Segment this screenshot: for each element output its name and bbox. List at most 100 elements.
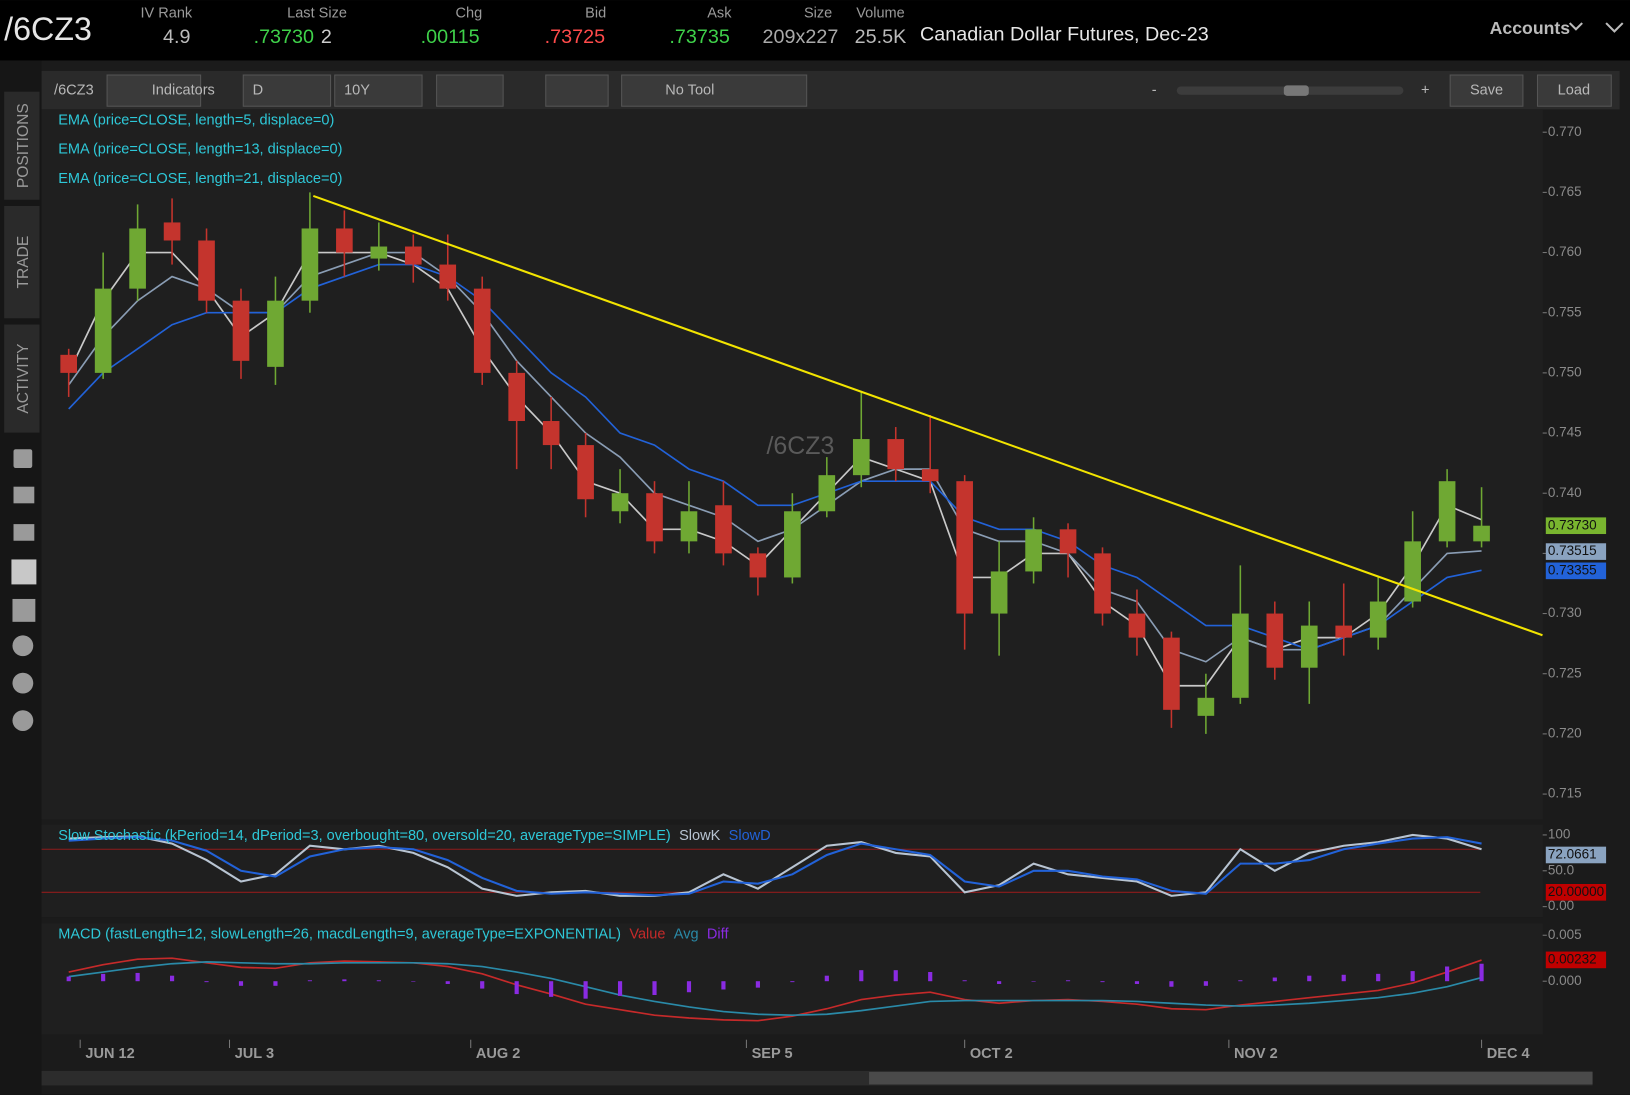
- x-tick-label: DEC 4: [1487, 1046, 1531, 1062]
- candle-body: [1301, 626, 1318, 668]
- candle-body: [474, 289, 491, 373]
- y-tick-label: 0.765: [1548, 184, 1582, 199]
- diff-bar: [446, 981, 450, 984]
- y-tick-label: 0.755: [1548, 304, 1582, 319]
- diff-bar: [136, 973, 140, 981]
- candle-body: [60, 355, 77, 373]
- diff-bar: [997, 981, 1001, 984]
- y-tick-label: 0.730: [1548, 605, 1582, 620]
- y-tick-label: 0.760: [1548, 244, 1582, 259]
- icon[interactable]: [12, 635, 33, 656]
- diff-bar: [859, 970, 863, 981]
- diff-bar: [1411, 971, 1415, 981]
- zoom-handle[interactable]: [1284, 85, 1309, 95]
- diff-bar: [1066, 980, 1070, 981]
- candle-body: [1266, 614, 1283, 668]
- button-label: Save: [1470, 82, 1503, 98]
- field-value: .73730: [254, 26, 314, 48]
- marker-label: 0.73730: [1548, 517, 1597, 532]
- field-value: 25.5K: [855, 26, 907, 48]
- scroll-thumb[interactable]: [869, 1072, 1593, 1084]
- diff-bar: [308, 980, 312, 981]
- field-label: IV Rank: [140, 6, 192, 22]
- candle-body: [267, 301, 284, 367]
- diff-bar: [1445, 966, 1449, 981]
- diff-bar: [549, 981, 553, 997]
- diff-bar: [1273, 978, 1277, 982]
- legend-entry: Avg: [674, 927, 699, 943]
- candle-body: [1473, 526, 1490, 542]
- candle-body: [1060, 529, 1077, 553]
- zoom-out[interactable]: -: [1152, 82, 1157, 98]
- y-tick-label: 0.770: [1548, 124, 1582, 139]
- x-tick-label: JUL 3: [235, 1046, 274, 1062]
- select-label: No Tool: [665, 82, 714, 98]
- icon[interactable]: [12, 673, 33, 694]
- candle-body: [233, 301, 250, 361]
- diff-bar: [825, 976, 829, 982]
- diff-bar: [411, 981, 415, 982]
- candle-body: [715, 505, 732, 553]
- icon[interactable]: [12, 599, 35, 622]
- diff-bar: [618, 981, 622, 996]
- candle-body: [508, 373, 525, 421]
- diff-bar: [1376, 974, 1380, 981]
- diff-bar: [67, 977, 71, 982]
- marker-label: 0.73355: [1548, 562, 1597, 577]
- candle-body: [439, 265, 456, 289]
- field-value: 4.9: [163, 26, 190, 48]
- toolbar-symbol: /6CZ3: [54, 82, 94, 98]
- diff-bar: [273, 981, 277, 986]
- y-tick-label: 0.005: [1548, 927, 1582, 942]
- icon[interactable]: [14, 449, 33, 468]
- y-tick-label: 0.720: [1548, 725, 1582, 740]
- watermark: /6CZ3: [766, 432, 834, 460]
- legend-entry: EMA (price=CLOSE, length=5, displace=0): [58, 113, 334, 129]
- accounts-menu[interactable]: Accounts: [1490, 18, 1571, 38]
- candle-body: [1232, 614, 1249, 698]
- candle-body: [1404, 541, 1421, 601]
- y-tick-label: 0.740: [1548, 485, 1582, 500]
- tab-label: ACTIVITY: [15, 343, 32, 414]
- candle-body: [991, 571, 1008, 613]
- y-tick-label: 0.750: [1548, 364, 1582, 379]
- diff-bar: [721, 981, 725, 989]
- field-label: Ask: [707, 6, 732, 22]
- icon[interactable]: [14, 487, 35, 504]
- candle-body: [853, 439, 870, 475]
- diff-bar: [1032, 981, 1036, 982]
- y-tick-label: 50.0: [1548, 862, 1574, 877]
- field-value: 209x227: [763, 26, 839, 48]
- candle-body: [1163, 638, 1180, 710]
- diff-bar: [756, 981, 760, 987]
- candle-body: [1439, 481, 1456, 541]
- icon[interactable]: [11, 559, 36, 584]
- chart-style-select[interactable]: [437, 75, 504, 106]
- candle-body: [164, 222, 181, 240]
- tab-label: POSITIONS: [15, 103, 32, 188]
- diff-bar: [928, 972, 932, 981]
- candle-body: [302, 228, 319, 300]
- diff-bar: [377, 980, 381, 981]
- diff-bar: [101, 974, 105, 981]
- diff-bar: [584, 981, 588, 998]
- diff-bar: [1100, 981, 1104, 982]
- y-tick-label: 0.725: [1548, 665, 1582, 680]
- y-tick-label: 0.715: [1548, 786, 1582, 801]
- zoom-in[interactable]: +: [1421, 82, 1430, 98]
- field-label: Bid: [585, 6, 606, 22]
- x-tick-label: NOV 2: [1234, 1046, 1278, 1062]
- icon[interactable]: [14, 524, 35, 541]
- field-label: Size: [804, 6, 832, 22]
- candle-body: [819, 475, 836, 511]
- button-label: Indicators: [152, 82, 215, 98]
- candle-body: [887, 439, 904, 469]
- candle-body: [1129, 614, 1146, 638]
- tab-label: TRADE: [15, 236, 32, 289]
- diff-bar: [894, 970, 898, 981]
- drawing-select[interactable]: [546, 75, 608, 106]
- x-tick-label: AUG 2: [476, 1046, 520, 1062]
- candle-body: [1094, 553, 1111, 613]
- icon[interactable]: [12, 710, 33, 731]
- legend-entry: Value: [629, 927, 665, 943]
